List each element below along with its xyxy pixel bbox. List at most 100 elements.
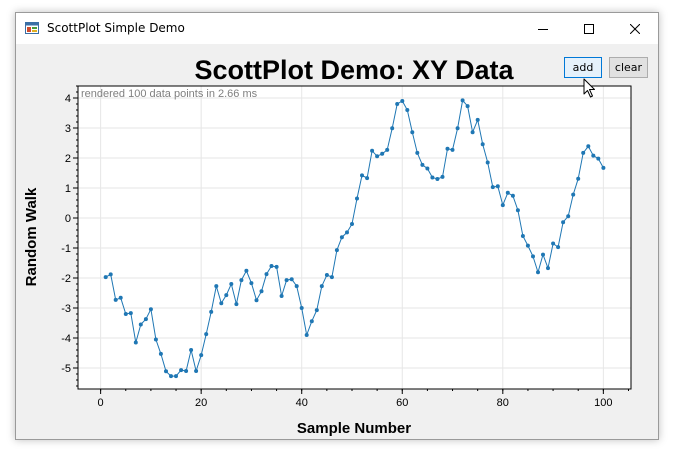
data-point: [596, 156, 601, 161]
maximize-icon: [584, 23, 594, 34]
data-point: [365, 176, 370, 181]
data-point: [329, 275, 334, 280]
data-point: [385, 147, 390, 152]
data-point: [586, 144, 591, 149]
x-tick-label: 60: [396, 397, 408, 409]
data-point: [108, 272, 113, 277]
data-point: [299, 306, 304, 310]
data-point: [445, 146, 450, 151]
data-point: [525, 243, 530, 248]
data-point: [319, 284, 324, 289]
minimize-icon: [538, 28, 548, 30]
data-point: [601, 165, 606, 170]
data-point: [480, 142, 485, 147]
data-point: [229, 282, 234, 286]
close-button[interactable]: [612, 13, 658, 44]
data-point: [234, 302, 239, 307]
data-point: [571, 192, 576, 197]
data-point: [561, 220, 566, 225]
data-point: [450, 147, 455, 152]
x-axis-label: Sample Number: [297, 420, 411, 437]
data-point: [249, 281, 254, 286]
data-point: [495, 184, 500, 189]
y-tick-label: 1: [65, 183, 71, 195]
x-tick-label: 40: [296, 397, 308, 409]
data-point: [345, 230, 349, 235]
data-point: [425, 166, 430, 171]
data-point: [309, 319, 314, 324]
data-point: [138, 322, 143, 327]
y-tick-label: 0: [65, 213, 71, 225]
data-point: [179, 368, 184, 373]
data-point: [370, 148, 375, 153]
data-point: [209, 309, 214, 314]
data-point: [269, 264, 274, 268]
y-tick-label: -1: [61, 243, 71, 255]
data-point: [536, 270, 540, 275]
maximize-button[interactable]: [566, 13, 612, 44]
data-point: [274, 264, 279, 269]
data-point: [103, 275, 108, 280]
plot-background[interactable]: [78, 86, 631, 389]
data-point: [455, 126, 460, 131]
data-point: [244, 268, 249, 273]
data-point: [118, 295, 123, 300]
data-point: [465, 104, 470, 109]
x-tick-label: 20: [195, 397, 207, 409]
data-point: [510, 193, 515, 198]
data-point: [531, 254, 535, 259]
y-axis-label: Random Walk: [23, 187, 40, 286]
data-point: [556, 245, 561, 250]
x-tick-label: 100: [594, 397, 612, 409]
series-line: [105, 99, 604, 377]
data-point: [490, 185, 495, 190]
y-tick-label: -2: [61, 273, 71, 285]
data-point: [375, 154, 380, 159]
data-point: [440, 174, 445, 179]
data-point: [314, 308, 319, 313]
data-point: [123, 312, 128, 316]
data-point: [415, 150, 420, 155]
data-point: [164, 369, 168, 374]
data-point: [515, 208, 520, 213]
data-point: [284, 278, 289, 283]
data-point: [254, 298, 259, 303]
plot-frame: [77, 85, 632, 390]
data-point: [113, 297, 118, 302]
data-point: [239, 278, 244, 283]
y-axis-ticks: 4 3 2 1 0 -1 -2 -3 -4 -5: [61, 85, 78, 387]
title-bar[interactable]: ScottPlot Simple Demo: [16, 13, 658, 44]
data-point: [475, 117, 480, 122]
data-point: [279, 294, 284, 298]
plot-area-container: 0 20 40 60 80 100 4 3 2 1 0 -1 -2 -3 -4 -5 rendered 10…: [16, 44, 658, 439]
data-point: [224, 293, 229, 298]
data-point: [189, 348, 194, 352]
data-point: [400, 99, 405, 103]
data-point: [591, 153, 596, 158]
data-point: [505, 190, 510, 195]
y-tick-label: 2: [65, 153, 71, 165]
y-tick-label: -5: [61, 363, 71, 375]
minimize-button[interactable]: [520, 13, 566, 44]
data-point: [204, 332, 209, 337]
data-point: [158, 351, 163, 356]
data-point: [334, 248, 339, 253]
data-point: [410, 130, 415, 135]
data-point: [460, 98, 465, 103]
data-point: [199, 353, 204, 358]
y-tick-label: 3: [65, 123, 71, 135]
data-point: [420, 162, 425, 167]
data-point: [289, 277, 294, 282]
y-tick-label: -3: [61, 303, 71, 315]
mouse-cursor-icon: [583, 78, 595, 98]
data-point: [546, 266, 550, 271]
data-point: [194, 369, 199, 373]
data-point: [148, 307, 153, 312]
data-point: [219, 301, 224, 306]
scatter-chart[interactable]: 0 20 40 60 80 100 4 3 2 1 0 -1 -2 -3 -4 -5 rendered 10…: [16, 44, 658, 439]
data-point: [339, 235, 344, 240]
data-point: [143, 317, 148, 322]
clear-button[interactable]: clear: [609, 57, 648, 78]
add-button[interactable]: add: [564, 57, 602, 78]
